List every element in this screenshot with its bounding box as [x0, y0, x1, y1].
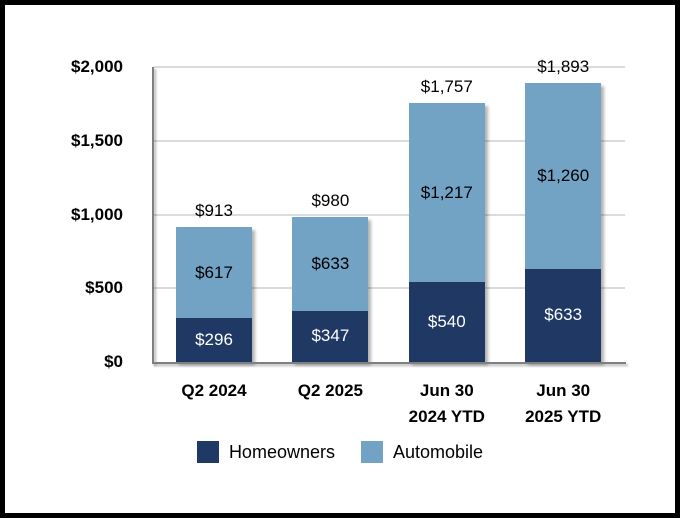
bar-total-label: $1,757 — [420, 76, 473, 96]
x-axis-labels: Q2 2024 Q2 2025 Jun 30 2024 YTD Jun 30 2025… — [154, 378, 625, 438]
bar-1: $296 $617 — [176, 227, 252, 362]
gridline — [154, 213, 625, 216]
bar-3: $540 $1,217 — [408, 102, 485, 362]
x-axis-category-label: Q2 2025 — [297, 381, 363, 400]
y-axis-line — [152, 67, 154, 364]
bar-segment-automobile: $617 — [176, 227, 252, 319]
legend-item-automobile: Automobile — [360, 441, 484, 463]
bar-total-label: $913 — [195, 201, 233, 221]
legend-item-homeowners: Homeowners — [196, 441, 335, 463]
bar-segment-automobile: $633 — [292, 217, 369, 311]
bar-segment-homeowners: $296 — [176, 318, 252, 362]
bar-total-label: $1,893 — [537, 56, 590, 76]
bar-segment-homeowners: $347 — [292, 310, 369, 362]
bar-total-label: $980 — [311, 191, 350, 211]
gridline — [154, 287, 625, 290]
bar-segment-homeowners: $633 — [525, 268, 602, 362]
legend-label: Automobile — [392, 441, 484, 462]
bar-segment-automobile: $1,260 — [525, 82, 602, 269]
bar-segment-automobile: $1,217 — [408, 102, 485, 283]
x-axis-line — [152, 362, 626, 364]
y-axis-tick-label: $2,000 — [71, 57, 123, 76]
legend-swatch-icon — [360, 441, 383, 463]
gridline — [154, 139, 625, 142]
plot-area: $296 $617 $913 $347 $633 $980 $540 $1,217 $1,757… — [154, 57, 625, 362]
bar-4: $633 $1,260 — [525, 82, 602, 362]
bar-2: $347 $633 — [292, 217, 369, 362]
y-axis-tick-label: $500 — [85, 278, 123, 298]
gridline — [154, 66, 625, 68]
x-axis-category-label: Jun 30 2025 YTD — [525, 381, 602, 426]
x-axis-category-label: Jun 30 2024 YTD — [408, 381, 485, 426]
y-axis-tick-label: $0 — [104, 352, 123, 371]
legend: Homeowners Automobile — [5, 441, 675, 463]
x-axis-category-label: Q2 2024 — [181, 381, 247, 400]
y-axis-tick-label: $1,500 — [71, 130, 123, 150]
y-axis-tick-label: $1,000 — [71, 204, 123, 224]
legend-swatch-icon — [196, 441, 219, 463]
legend-label: Homeowners — [228, 441, 335, 462]
bar-segment-homeowners: $540 — [408, 282, 485, 362]
